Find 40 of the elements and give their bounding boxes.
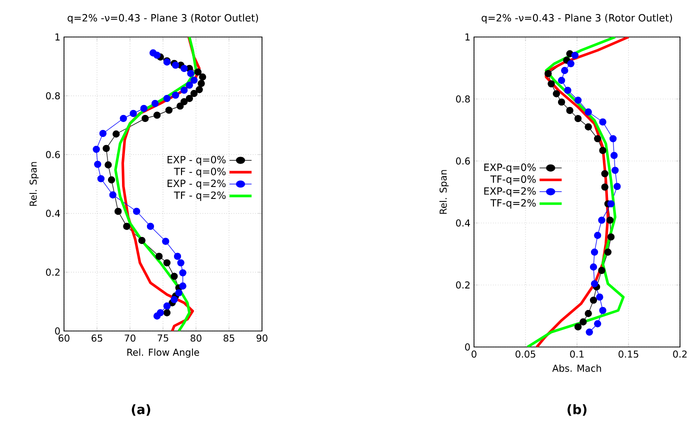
x-tick-label: 90 (256, 334, 268, 342)
legend-label: EXP - q=0% (168, 156, 226, 166)
x-tick-label: 65 (92, 334, 102, 342)
legend-label: TF - q=0% (174, 168, 226, 178)
chart-title: q=2% -ν=0.43 - Plane 3 (Rotor Outlet) (482, 14, 672, 24)
text: (b) (568, 404, 586, 416)
x-tick-label: 85 (224, 334, 234, 342)
y-tick-label: 0 (55, 327, 60, 335)
y-tick-label: 0.8 (456, 95, 470, 103)
x-tick-label: 0.15 (618, 350, 638, 358)
y-tick-label: 0.2 (46, 268, 60, 276)
legend-label: EXP-q=0% (484, 164, 536, 174)
y-tick-label: 0.4 (46, 210, 60, 217)
chart-title: q=2% -ν=0.43 - Plane 3 (Rotor Outlet) (68, 14, 258, 24)
legend-label: EXP - q=2% (168, 180, 226, 190)
x-tick-label: 0.1 (570, 350, 584, 358)
y-axis-title: Rel. Span (29, 162, 39, 206)
text: (a) (132, 404, 150, 416)
y-axis-title: Rel. Span (439, 170, 449, 214)
y-tick-label: 0.8 (46, 92, 60, 100)
y-tick-label: 1 (56, 34, 60, 40)
x-tick-label: 0.2 (673, 350, 687, 358)
x-tick-label: 70 (124, 334, 136, 342)
y-tick-label: 0.6 (46, 151, 60, 158)
x-tick-label: 0 (472, 350, 476, 358)
y-tick-label: 0.2 (456, 281, 470, 289)
legend-label: EXP-q=2% (484, 187, 536, 197)
legend-label: TF-q=2% (490, 199, 536, 209)
legend-label: TF - q=2% (174, 191, 226, 201)
x-tick-label: 60 (58, 334, 70, 342)
x-tick-label: 80 (190, 334, 202, 342)
y-tick-label: 1 (466, 34, 470, 40)
y-tick-label: 0.6 (456, 157, 470, 165)
y-tick-label: 0.4 (456, 219, 470, 227)
x-axis-title: Rel. Flow Angle (127, 348, 200, 358)
y-tick-label: 0 (465, 343, 470, 351)
legend-label: TF-q=0% (490, 175, 536, 185)
x-tick-label: 75 (158, 334, 168, 342)
x-tick-label: 0.05 (516, 350, 536, 358)
x-axis-title: Abs. Mach (552, 364, 602, 372)
